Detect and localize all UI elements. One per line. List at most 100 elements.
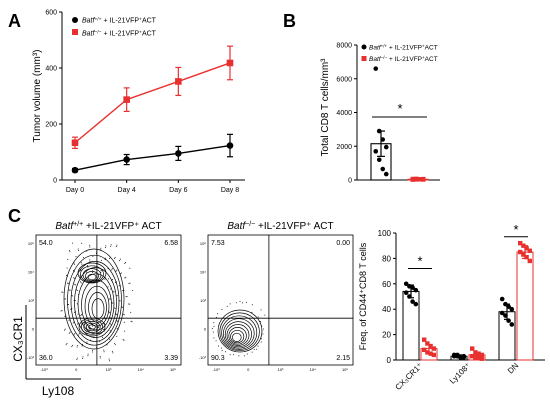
event-dot bbox=[260, 338, 262, 340]
quadrant-value-lower-right: 2.15 bbox=[336, 355, 350, 362]
x-tick-label: Ly108⁺ bbox=[448, 361, 473, 386]
tumor-volume-chart: 0 200 400 600 Day 0 Day 4 Day 6 Day 8 Tumor volu… bbox=[32, 10, 245, 194]
event-dot bbox=[82, 343, 84, 345]
event-dot bbox=[116, 335, 118, 337]
data-point bbox=[428, 351, 433, 356]
event-dot bbox=[99, 355, 101, 357]
event-dot bbox=[123, 321, 125, 323]
event-dot bbox=[66, 282, 68, 284]
event-dot bbox=[261, 330, 263, 332]
quadrant-value-upper-right: 6.58 bbox=[164, 240, 178, 247]
event-dot bbox=[108, 358, 110, 360]
quadrant-value-upper-left: 7.53 bbox=[211, 240, 225, 247]
event-dot bbox=[98, 326, 100, 328]
event-dot bbox=[109, 298, 111, 300]
axis-tick-label: 10⁵ bbox=[28, 241, 34, 246]
event-dot bbox=[80, 323, 82, 325]
legend-marker bbox=[72, 17, 78, 23]
axis-tick-label: 0 bbox=[32, 327, 35, 332]
panel-label-c: C bbox=[8, 206, 21, 226]
event-dot bbox=[119, 258, 121, 260]
axis-tick-label: 0 bbox=[75, 367, 78, 372]
event-dot bbox=[128, 303, 130, 305]
event-dot bbox=[220, 347, 222, 349]
event-dot bbox=[109, 360, 111, 362]
event-dot bbox=[109, 258, 111, 260]
event-dot bbox=[84, 321, 86, 323]
axis-tick-label: 10⁴ bbox=[310, 367, 316, 372]
event-dot bbox=[89, 259, 91, 261]
event-dot bbox=[125, 262, 127, 264]
event-dot bbox=[81, 242, 83, 244]
event-dot bbox=[109, 330, 111, 332]
contour-line bbox=[85, 271, 99, 281]
event-dot bbox=[116, 244, 118, 246]
data-point bbox=[373, 66, 379, 71]
event-dot bbox=[61, 291, 63, 293]
event-dot bbox=[119, 300, 121, 302]
legend-marker bbox=[361, 44, 367, 50]
event-dot bbox=[68, 250, 70, 252]
contour-line bbox=[67, 254, 122, 346]
contour-line bbox=[230, 329, 245, 344]
data-point bbox=[383, 144, 389, 150]
event-dot bbox=[61, 310, 63, 312]
axis-tick-label: -10³ bbox=[27, 355, 35, 360]
event-dot bbox=[110, 244, 112, 246]
contour-line bbox=[221, 315, 258, 350]
event-dot bbox=[129, 267, 131, 269]
event-dot bbox=[233, 354, 235, 356]
y-tick-label: 8000 bbox=[336, 43, 352, 50]
event-dot bbox=[67, 283, 69, 285]
event-dot bbox=[80, 282, 82, 284]
data-point bbox=[226, 142, 234, 149]
event-dot bbox=[77, 313, 79, 315]
axis-tick-label: 10³ bbox=[278, 367, 284, 372]
data-point bbox=[414, 176, 419, 182]
quadrant-value-lower-right: 3.39 bbox=[164, 355, 178, 362]
data-point bbox=[527, 248, 532, 253]
event-dot bbox=[131, 321, 133, 323]
quadrant-value-lower-left: 36.0 bbox=[39, 355, 53, 362]
flow-plot-title: Batf−/− +IL-21VFP⁺ ACT bbox=[227, 221, 333, 233]
event-dot bbox=[114, 344, 116, 346]
data-point bbox=[226, 59, 234, 67]
y-tick-label: 80 bbox=[382, 254, 391, 263]
quadrant-value-upper-left: 54.0 bbox=[39, 240, 53, 247]
y-tick-label: 60 bbox=[382, 280, 391, 289]
event-dot bbox=[215, 340, 217, 342]
event-dot bbox=[100, 259, 102, 261]
y-tick-label: 40 bbox=[382, 305, 391, 314]
data-point bbox=[524, 254, 529, 260]
event-dot bbox=[77, 345, 79, 347]
event-dot bbox=[64, 315, 66, 317]
event-dot bbox=[128, 283, 130, 285]
x-tick-label: Day 8 bbox=[221, 187, 239, 194]
contour-line bbox=[226, 324, 250, 346]
legend-label: Batf−/− + IL-21VFP+ACT bbox=[369, 55, 438, 64]
significance-star: * bbox=[513, 222, 518, 237]
event-dot bbox=[110, 245, 112, 247]
event-dot bbox=[66, 267, 68, 269]
event-dot bbox=[103, 349, 105, 351]
panel-label-b: B bbox=[283, 11, 296, 31]
y-tick-label: 600 bbox=[45, 10, 57, 17]
event-dot bbox=[125, 296, 127, 298]
event-dot bbox=[68, 289, 70, 291]
event-dot bbox=[89, 246, 91, 248]
event-dot bbox=[257, 345, 259, 347]
event-dot bbox=[122, 338, 124, 340]
event-dot bbox=[114, 282, 116, 284]
event-dot bbox=[79, 275, 81, 277]
event-dot bbox=[104, 278, 106, 280]
y-tick-label: 4000 bbox=[336, 110, 352, 117]
event-dot bbox=[239, 300, 241, 302]
data-point bbox=[410, 299, 415, 304]
event-dot bbox=[109, 338, 111, 340]
axis-tick-label: 10⁵ bbox=[170, 367, 176, 372]
y-tick-label: 0 bbox=[348, 178, 352, 185]
quadrant-value-lower-left: 90.3 bbox=[211, 355, 225, 362]
event-dot bbox=[74, 333, 76, 335]
